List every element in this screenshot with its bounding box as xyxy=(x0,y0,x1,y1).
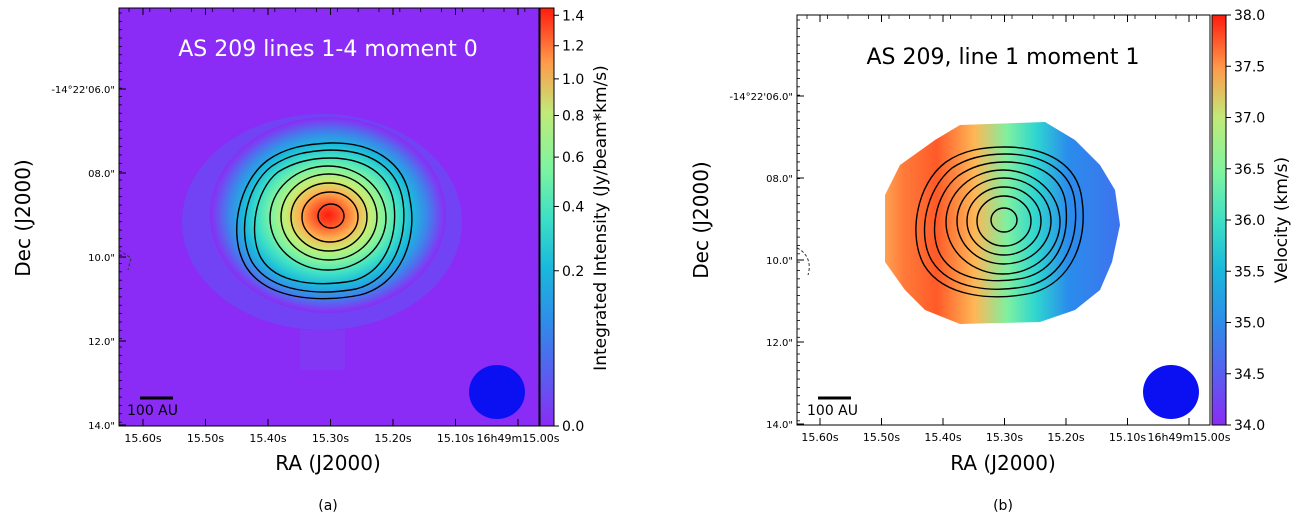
x-tick-label: 15.20s xyxy=(1047,431,1084,444)
contour-1 xyxy=(915,146,1084,298)
panel-b: AS 209, line 1 moment 1 100 AU 15.60s 15.… xyxy=(689,8,1292,514)
colorbar xyxy=(539,7,555,427)
y-tick-label: -14°22'06.0" xyxy=(729,92,793,103)
panel-b-title: AS 209, line 1 moment 1 xyxy=(866,45,1139,70)
y-tick-label: 08.0" xyxy=(88,169,115,180)
contour-8 xyxy=(317,203,345,229)
x-tick-label: 15.60s xyxy=(124,432,161,445)
x-axis-label: RA (J2000) xyxy=(950,451,1056,475)
y-axis-label: Dec (J2000) xyxy=(689,161,713,278)
contour-7 xyxy=(301,191,359,243)
contour-4 xyxy=(269,165,387,271)
contour-4 xyxy=(945,169,1061,275)
colorbar-tick-label: 1.4 xyxy=(562,8,584,24)
minor-ticks xyxy=(119,8,526,423)
contour-6 xyxy=(290,182,368,252)
contour-5 xyxy=(280,173,378,261)
panel-label: (b) xyxy=(993,498,1013,514)
panel-a-contours xyxy=(236,142,413,300)
contour-6 xyxy=(966,186,1042,256)
panel-a-residual xyxy=(300,330,345,370)
x-axis-label: RA (J2000) xyxy=(275,451,381,475)
colorbar-tick-label: 38.0 xyxy=(1234,8,1265,24)
minor-ticks xyxy=(797,15,1197,422)
x-tick-label: 15.20s xyxy=(374,432,411,445)
colorbar-tick-label: 1.0 xyxy=(562,72,584,88)
panel-b-negative-contour xyxy=(797,247,810,276)
x-tick-label: 15.30s xyxy=(986,431,1023,444)
x-tick-label: 15.60s xyxy=(801,431,838,444)
contour-8 xyxy=(990,207,1018,233)
y-tick-label: 12.0" xyxy=(766,338,793,349)
y-tick-label: 10.0" xyxy=(88,253,115,264)
x-tick-label: 15.40s xyxy=(924,431,961,444)
y-axis-label: Dec (J2000) xyxy=(11,159,35,276)
colorbar-tick-label: 0.6 xyxy=(562,150,584,166)
y-tick-label: 12.0" xyxy=(88,337,115,348)
y-tick-label: 14.0" xyxy=(766,420,793,431)
x-ticks: 15.60s 15.50s 15.40s 15.30s 15.20s 15.10s 16h4… xyxy=(124,8,560,445)
beam-ellipse xyxy=(469,365,525,419)
colorbar-tick-label: 35.5 xyxy=(1234,264,1265,280)
contour-3 xyxy=(933,161,1068,282)
colorbar-tick-label: 36.0 xyxy=(1234,213,1265,229)
colorbar-tick-label: 37.5 xyxy=(1234,59,1265,75)
colorbar-label: Integrated Intensity (Jy/beam*km/s) xyxy=(591,65,611,371)
colorbar-tick-label: 0.2 xyxy=(562,264,584,280)
x-tick-label: 16h49m15.00s xyxy=(1148,431,1231,444)
contour-3 xyxy=(253,157,396,285)
contour-2 xyxy=(243,149,405,293)
y-tick-label: 10.0" xyxy=(766,256,793,267)
colorbar-tick-label: 34.5 xyxy=(1234,367,1265,383)
colorbar-tick-label: 36.5 xyxy=(1234,162,1265,178)
panel-a-emission xyxy=(210,117,446,313)
colorbar-label: Velocity (km/s) xyxy=(1272,157,1292,283)
panel-label: (a) xyxy=(318,498,338,514)
panel-a-title: AS 209 lines 1-4 moment 0 xyxy=(178,37,478,62)
y-ticks: -14°22'06.0" 08.0" 10.0" 12.0" 14.0" xyxy=(51,85,126,432)
beam-ellipse xyxy=(1143,365,1199,419)
colorbar-tick-label: 35.0 xyxy=(1234,316,1265,332)
y-tick-label: 08.0" xyxy=(766,174,793,185)
x-tick-label: 15.10s xyxy=(1109,431,1146,444)
x-tick-label: 15.10s xyxy=(437,432,474,445)
colorbar-tick-label: 34.0 xyxy=(1234,418,1265,434)
y-ticks: -14°22'06.0" 08.0" 10.0" 12.0" 14.0" xyxy=(729,92,804,431)
y-tick-label: 14.0" xyxy=(88,421,115,432)
scale-bar-label: 100 AU xyxy=(127,403,178,419)
y-tick-label: -14°22'06.0" xyxy=(51,85,115,96)
x-ticks: 15.60s 15.50s 15.40s 15.30s 15.20s 15.10s 16h4… xyxy=(801,15,1231,444)
panel-a-frame xyxy=(118,7,540,427)
x-tick-label: 15.30s xyxy=(312,432,349,445)
contour-1 xyxy=(236,142,413,300)
colorbar-tick-label: 0.8 xyxy=(562,109,584,125)
colorbar-ticks: 0.0 0.2 0.4 0.6 0.8 1.0 1.2 1.4 xyxy=(554,8,584,435)
x-tick-label: 16h49m15.00s xyxy=(477,432,560,445)
colorbar xyxy=(1211,14,1227,426)
panel-b-velocity-field xyxy=(885,122,1120,324)
x-tick-label: 15.40s xyxy=(249,432,286,445)
colorbar-tick-label: 0.4 xyxy=(562,199,584,215)
scale-bar-label: 100 AU xyxy=(807,403,858,419)
x-tick-label: 15.50s xyxy=(863,431,900,444)
colorbar-tick-label: 37.0 xyxy=(1234,111,1265,127)
colorbar-ticks: 34.0 34.5 35.0 35.5 36.0 36.5 37.0 37.5 38.0 xyxy=(1226,8,1265,434)
contour-2 xyxy=(923,153,1077,290)
colorbar-tick-label: 1.2 xyxy=(562,39,584,55)
panel-a-negative-contour xyxy=(119,249,132,271)
panel-a: AS 209 lines 1-4 moment 0 100 AU 15.60s 1… xyxy=(11,7,611,514)
contour-7 xyxy=(976,195,1032,247)
panel-b-contours xyxy=(915,146,1084,298)
x-tick-label: 15.50s xyxy=(187,432,224,445)
contour-5 xyxy=(956,177,1052,265)
colorbar-tick-label: 0.0 xyxy=(562,419,584,435)
